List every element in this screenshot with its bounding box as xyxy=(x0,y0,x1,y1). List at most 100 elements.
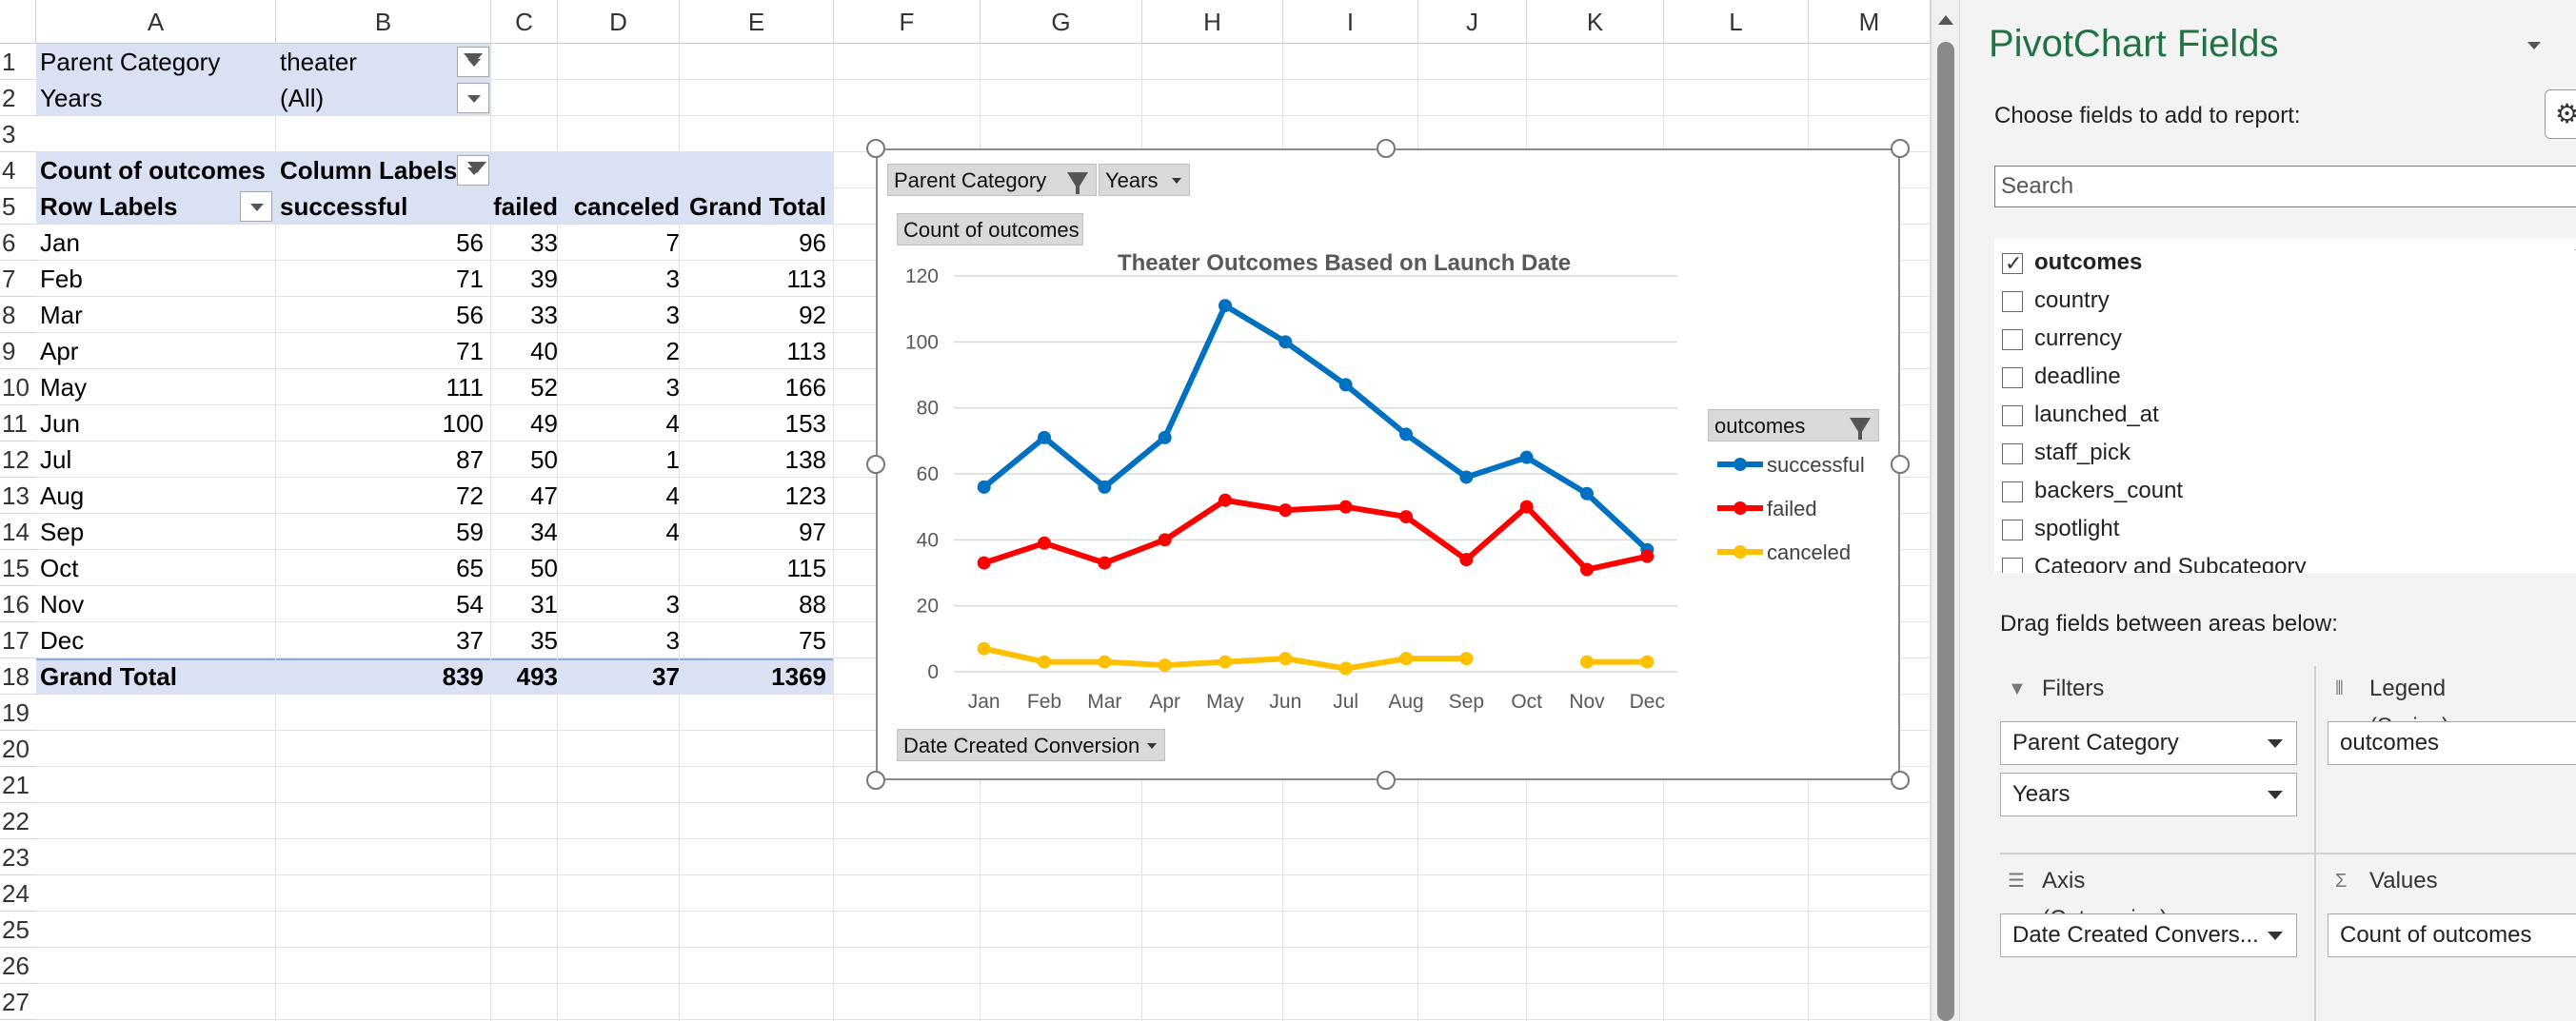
filters-item-parent-category[interactable]: Parent Category xyxy=(2000,721,2297,765)
pivot-value-grand-total[interactable]: 113 xyxy=(786,337,826,365)
field-checkbox[interactable] xyxy=(2002,481,2023,502)
filters-area[interactable]: ▼ Filters Parent Category Years xyxy=(2000,670,2303,841)
grand-total-label[interactable]: Grand Total xyxy=(40,662,177,691)
column-header-e[interactable]: E xyxy=(680,0,834,44)
pivot-row-label[interactable]: Nov xyxy=(40,590,85,618)
row-header-12[interactable]: 12 xyxy=(0,442,36,478)
field-checkbox[interactable] xyxy=(2002,291,2023,312)
grand-total-failed[interactable]: 493 xyxy=(516,662,558,691)
field-checkbox[interactable] xyxy=(2002,405,2023,426)
pivot-value-grand-total[interactable]: 138 xyxy=(784,445,826,474)
column-header-i[interactable]: I xyxy=(1283,0,1418,44)
row-header-18[interactable]: 18 xyxy=(0,658,36,695)
field-checkbox[interactable] xyxy=(2002,520,2023,540)
header-grand-total[interactable]: Grand Total xyxy=(689,192,826,221)
pivot-value-failed[interactable]: 49 xyxy=(530,409,558,438)
row-header-17[interactable]: 17 xyxy=(0,622,36,658)
chevron-down-icon[interactable] xyxy=(2268,932,2283,940)
values-area[interactable]: Σ Values Count of outcomes xyxy=(2328,862,2576,1021)
pivot-value-successful[interactable]: 37 xyxy=(456,626,484,655)
pivot-value-failed[interactable]: 47 xyxy=(530,481,558,510)
pivot-value-successful[interactable]: 59 xyxy=(456,518,484,546)
row-header-14[interactable]: 14 xyxy=(0,514,36,550)
row-header-21[interactable]: 21 xyxy=(0,767,36,803)
pivot-value-canceled[interactable] xyxy=(558,550,680,586)
pivot-value-successful[interactable]: 54 xyxy=(456,590,484,618)
chevron-down-icon[interactable] xyxy=(2268,739,2283,748)
pivot-value-failed[interactable]: 40 xyxy=(530,337,558,365)
row-labels-dropdown-button[interactable] xyxy=(240,191,272,222)
column-header-m[interactable]: M xyxy=(1809,0,1931,44)
chart-filter-parent-category-button[interactable]: Parent Category xyxy=(887,164,1097,196)
pivot-value-failed[interactable]: 35 xyxy=(530,626,558,655)
grand-total-canceled[interactable]: 37 xyxy=(652,662,680,691)
row-header-27[interactable]: 27 xyxy=(0,984,36,1020)
chevron-down-icon[interactable] xyxy=(2268,791,2283,799)
row-header-16[interactable]: 16 xyxy=(0,586,36,622)
pivot-value-grand-total[interactable]: 166 xyxy=(784,373,826,402)
tools-gear-button[interactable]: ⚙ xyxy=(2545,89,2576,139)
parent-category-filter-button[interactable] xyxy=(457,47,489,77)
scroll-up-arrow-icon[interactable] xyxy=(1938,15,1953,25)
vertical-scrollbar[interactable] xyxy=(1931,0,1959,1021)
row-header-23[interactable]: 23 xyxy=(0,839,36,875)
row-header-22[interactable]: 22 xyxy=(0,803,36,839)
pivot-row-label[interactable]: May xyxy=(40,373,88,402)
pivot-value-successful[interactable]: 56 xyxy=(456,301,484,329)
pivot-value-canceled[interactable]: 2 xyxy=(665,337,680,365)
row-header-19[interactable]: 19 xyxy=(0,695,36,731)
row-header-8[interactable]: 8 xyxy=(0,297,36,333)
filter-label-years[interactable]: Years xyxy=(40,84,103,112)
row-header-15[interactable]: 15 xyxy=(0,550,36,586)
row-header-5[interactable]: 5 xyxy=(0,188,36,225)
row-header-26[interactable]: 26 xyxy=(0,948,36,984)
pivot-value-failed[interactable]: 50 xyxy=(530,445,558,474)
pivot-value-grand-total[interactable]: 92 xyxy=(799,301,826,329)
field-checkbox[interactable] xyxy=(2002,558,2023,573)
column-header-g[interactable]: G xyxy=(981,0,1142,44)
pivot-value-canceled[interactable]: 3 xyxy=(665,626,680,655)
pivot-value-grand-total[interactable]: 96 xyxy=(799,228,826,257)
pivot-row-label[interactable]: Apr xyxy=(40,337,79,365)
pivot-value-successful[interactable]: 71 xyxy=(456,337,484,365)
pivot-value-failed[interactable]: 39 xyxy=(530,265,558,293)
pivot-value-canceled[interactable]: 3 xyxy=(665,373,680,402)
pane-options-chevron-icon[interactable] xyxy=(2527,42,2541,49)
pivot-row-label[interactable]: Jul xyxy=(40,445,72,474)
pivot-value-canceled[interactable]: 3 xyxy=(665,590,680,618)
filter-value-years[interactable]: (All) xyxy=(280,84,325,112)
pivot-value-successful[interactable]: 72 xyxy=(456,481,484,510)
pivot-value-failed[interactable]: 34 xyxy=(530,518,558,546)
column-header-l[interactable]: L xyxy=(1664,0,1809,44)
pivot-row-label[interactable]: Mar xyxy=(40,301,83,329)
pivot-row-label[interactable]: Sep xyxy=(40,518,85,546)
row-header-25[interactable]: 25 xyxy=(0,912,36,948)
row-header-24[interactable]: 24 xyxy=(0,875,36,912)
column-header-d[interactable]: D xyxy=(558,0,680,44)
column-header-b[interactable]: B xyxy=(276,0,491,44)
column-labels-sort-filter-button[interactable] xyxy=(457,155,489,186)
row-header-4[interactable]: 4 xyxy=(0,152,36,188)
pivot-value-canceled[interactable]: 3 xyxy=(665,265,680,293)
filter-label-parent-category[interactable]: Parent Category xyxy=(40,48,221,76)
pivot-value-successful[interactable]: 65 xyxy=(456,554,484,582)
pivot-row-label[interactable]: Jun xyxy=(40,409,80,438)
pivot-value-canceled[interactable]: 4 xyxy=(665,409,680,438)
pivot-row-labels[interactable]: Row Labels xyxy=(40,192,178,221)
header-failed[interactable]: failed xyxy=(493,192,558,221)
scrollbar-thumb[interactable] xyxy=(1937,42,1954,1021)
column-header-a[interactable]: A xyxy=(36,0,276,44)
pivot-row-label[interactable]: Dec xyxy=(40,626,85,655)
field-checkbox[interactable] xyxy=(2002,367,2023,388)
pivot-value-successful[interactable]: 100 xyxy=(442,409,484,438)
row-header-20[interactable]: 20 xyxy=(0,731,36,767)
resize-handle[interactable] xyxy=(866,771,885,790)
resize-handle[interactable] xyxy=(1377,139,1396,158)
row-header-3[interactable]: 3 xyxy=(0,116,36,152)
row-header-7[interactable]: 7 xyxy=(0,261,36,297)
pivot-chart[interactable]: Theater Outcomes Based on Launch Date 0 20… xyxy=(876,148,1900,780)
field-checkbox[interactable] xyxy=(2002,245,2023,283)
pivot-value-grand-total[interactable]: 113 xyxy=(786,265,826,293)
axis-item-date-created[interactable]: Date Created Convers... xyxy=(2000,913,2297,957)
